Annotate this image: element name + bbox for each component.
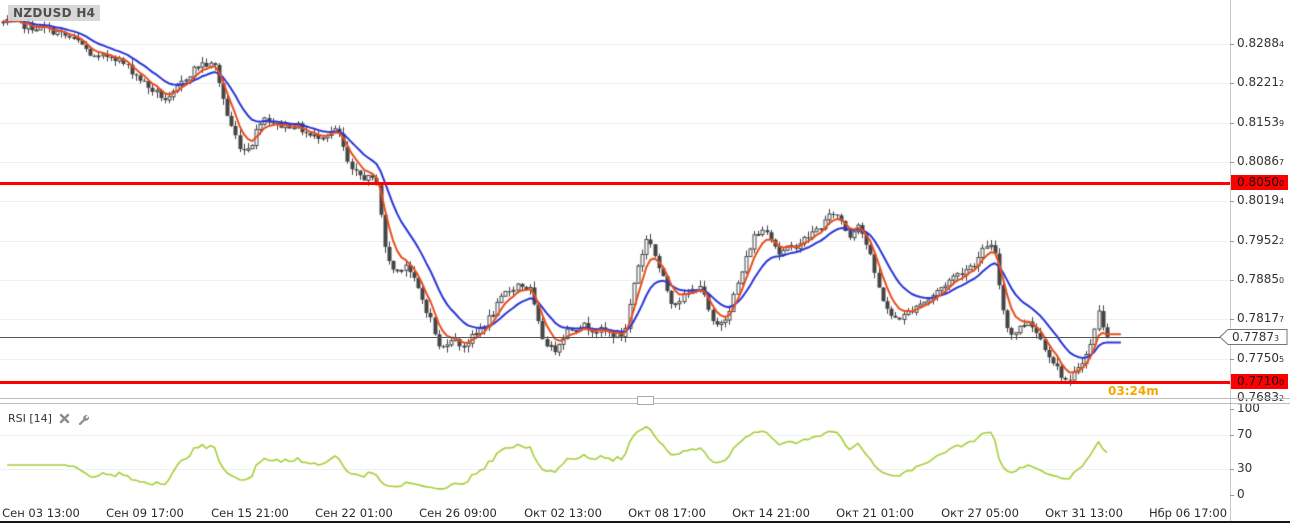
price-axis-label: 0.77505 — [1237, 351, 1285, 365]
price-axis-label: 0.80194 — [1237, 193, 1285, 207]
current-price-tag: 0.77873 — [1219, 328, 1289, 346]
price-axis-label: 0.80867 — [1237, 154, 1285, 168]
symbol-timeframe-label: NZDUSD H4 — [8, 5, 101, 21]
price-axis-tick — [1230, 319, 1234, 320]
support-level-line[interactable] — [0, 381, 1230, 384]
rsi-scale-label: 70 — [1237, 427, 1253, 441]
price-axis-label: 0.82884 — [1237, 36, 1285, 50]
candle-countdown-timer: 03:24m — [1108, 384, 1159, 398]
pane-splitter-handle[interactable] — [637, 396, 654, 405]
rsi-chart-canvas[interactable] — [0, 406, 1230, 521]
time-axis-label: Окт 02 13:00 — [524, 506, 602, 520]
price-axis-border — [1230, 0, 1231, 521]
time-axis-label: Сен 03 13:00 — [2, 506, 80, 520]
price-axis-tick — [1230, 162, 1234, 163]
time-axis-border — [0, 521, 1290, 523]
price-axis-label: 0.79522 — [1237, 233, 1285, 247]
resistance-price-subdigit: 0 — [1279, 179, 1285, 188]
price-axis-label: 0.82212 — [1237, 75, 1285, 89]
price-axis-tick — [1230, 44, 1234, 45]
rsi-indicator-label: RSI [14] — [8, 412, 52, 425]
rsi-scale-label: 0 — [1237, 487, 1245, 501]
close-icon[interactable] — [59, 413, 70, 424]
time-axis-label: Окт 21 01:00 — [836, 506, 914, 520]
price-axis-tick — [1230, 83, 1234, 84]
resistance-price-badge: 0.80500 — [1231, 175, 1288, 190]
price-axis-tick — [1230, 280, 1234, 281]
wrench-icon[interactable] — [77, 413, 89, 426]
rsi-scale-label: 30 — [1237, 461, 1253, 475]
rsi-scale-tick — [1230, 469, 1234, 470]
time-axis-label: Окт 31 13:00 — [1045, 506, 1123, 520]
time-axis-label: Сен 09 17:00 — [106, 506, 184, 520]
support-price-subdigit: 0 — [1279, 378, 1285, 387]
current-price-line — [0, 337, 1230, 338]
price-chart-canvas[interactable] — [0, 0, 1230, 397]
price-axis-tick — [1230, 241, 1234, 242]
time-axis-label: Окт 27 05:00 — [941, 506, 1019, 520]
rsi-scale-label: 100 — [1237, 401, 1260, 415]
time-axis-label: Сен 26 09:00 — [419, 506, 497, 520]
resistance-level-line[interactable] — [0, 182, 1230, 185]
time-axis-label: Окт 14 21:00 — [732, 506, 810, 520]
price-axis-tick — [1230, 201, 1234, 202]
rsi-scale-tick — [1230, 495, 1234, 496]
rsi-indicator-header: RSI [14] — [8, 412, 89, 426]
time-axis-label: Нбр 06 17:00 — [1148, 506, 1228, 520]
current-price-value: 0.77873 — [1232, 330, 1280, 344]
time-axis-label: Сен 15 21:00 — [211, 506, 289, 520]
resistance-price-value: 0.8050 — [1237, 175, 1279, 189]
support-price-badge: 0.77100 — [1231, 374, 1288, 389]
rsi-scale-tick — [1230, 435, 1234, 436]
time-axis-label: Сен 22 01:00 — [315, 506, 393, 520]
support-price-value: 0.7710 — [1237, 374, 1279, 388]
price-axis-label: 0.81539 — [1237, 115, 1285, 129]
price-axis-tick — [1230, 123, 1234, 124]
price-axis-tick — [1230, 359, 1234, 360]
rsi-scale-tick — [1230, 409, 1234, 410]
price-tag-shape — [1219, 329, 1288, 345]
time-axis-label: Окт 08 17:00 — [628, 506, 706, 520]
price-axis-label: 0.78850 — [1237, 272, 1285, 286]
price-axis-label: 0.78177 — [1237, 311, 1285, 325]
